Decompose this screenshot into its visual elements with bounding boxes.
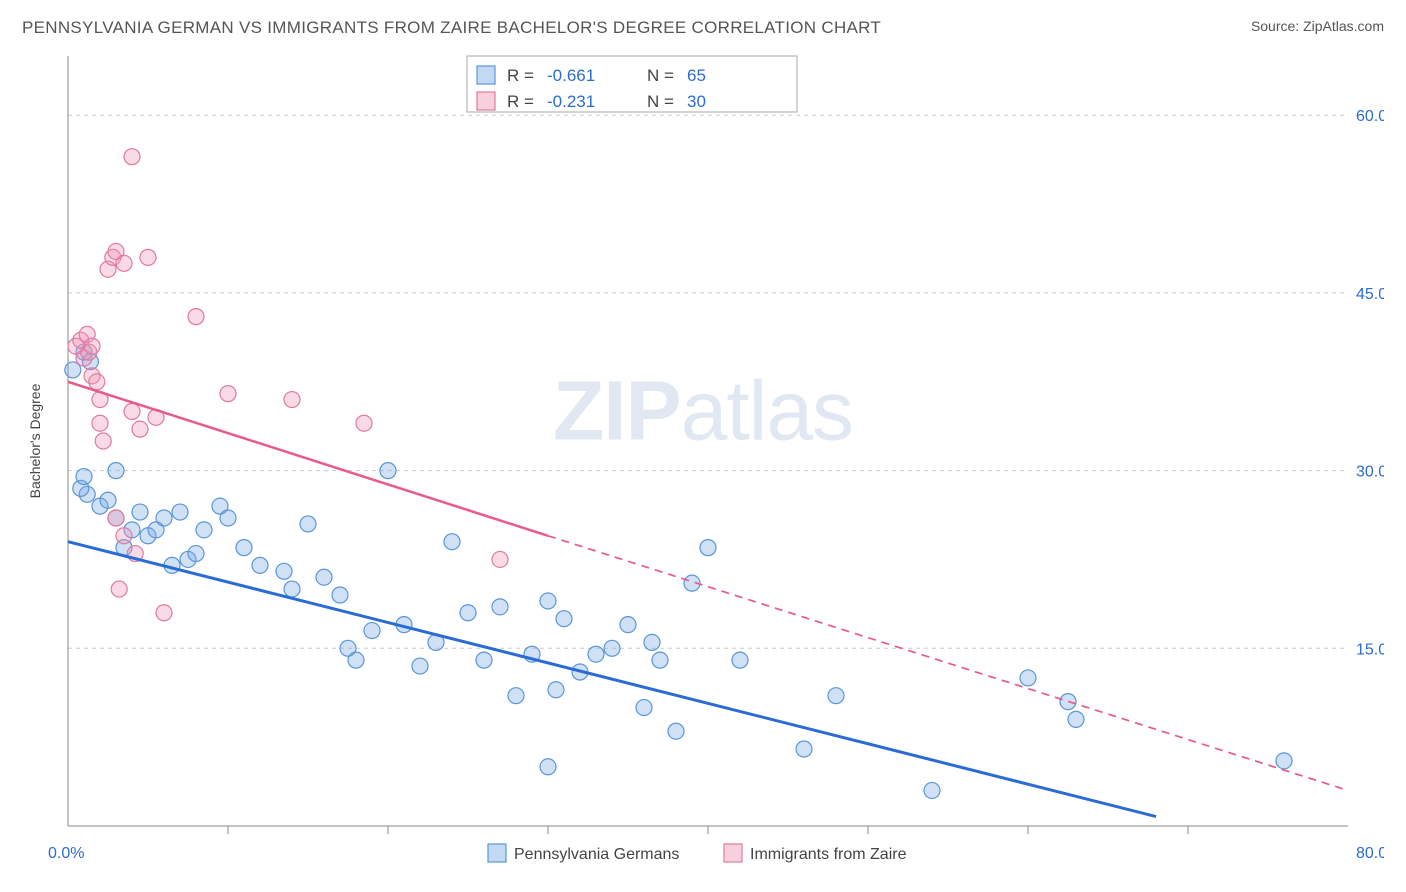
data-point	[356, 415, 372, 431]
data-point	[924, 782, 940, 798]
data-point	[652, 652, 668, 668]
chart-container: 15.0% 30.0% 45.0% 60.0% 0.0% 80.0% Bachelor's …	[22, 48, 1384, 872]
y-tick-label: 15.0%	[1356, 641, 1384, 658]
data-point	[588, 646, 604, 662]
data-point	[220, 386, 236, 402]
data-point	[1020, 670, 1036, 686]
legend-label: Immigrants from Zaire	[750, 846, 907, 863]
data-point	[111, 581, 127, 597]
legend-swatch	[477, 66, 495, 84]
n-label: N =	[647, 92, 674, 111]
data-point	[492, 599, 508, 615]
data-point	[236, 540, 252, 556]
data-point	[92, 415, 108, 431]
data-point	[124, 403, 140, 419]
y-tick-label: 45.0%	[1356, 286, 1384, 303]
data-point	[76, 469, 92, 485]
data-point	[276, 563, 292, 579]
data-point	[140, 249, 156, 265]
scatter-chart: 15.0% 30.0% 45.0% 60.0% 0.0% 80.0% Bachelor's …	[22, 48, 1384, 872]
data-point	[156, 510, 172, 526]
legend-swatch	[724, 844, 742, 862]
data-point	[548, 682, 564, 698]
data-point	[116, 255, 132, 271]
data-point	[188, 309, 204, 325]
data-point	[412, 658, 428, 674]
x-label-low: 0.0%	[48, 845, 84, 862]
y-axis-label: Bachelor's Degree	[27, 383, 43, 498]
chart-title: PENNSYLVANIA GERMAN VS IMMIGRANTS FROM Z…	[22, 18, 881, 38]
header: PENNSYLVANIA GERMAN VS IMMIGRANTS FROM Z…	[0, 0, 1406, 38]
data-point	[188, 546, 204, 562]
data-point	[700, 540, 716, 556]
data-point	[108, 463, 124, 479]
r-label: R =	[507, 66, 534, 85]
data-point	[1068, 711, 1084, 727]
y-tick-label: 30.0%	[1356, 464, 1384, 481]
data-point	[1060, 694, 1076, 710]
data-point	[132, 421, 148, 437]
data-point	[668, 723, 684, 739]
data-point	[284, 581, 300, 597]
data-point	[348, 652, 364, 668]
data-point	[644, 634, 660, 650]
data-point	[540, 593, 556, 609]
data-point	[196, 522, 212, 538]
data-point	[84, 338, 100, 354]
data-point	[100, 492, 116, 508]
source-credit: Source: ZipAtlas.com	[1251, 18, 1384, 34]
data-point	[132, 504, 148, 520]
data-point	[476, 652, 492, 668]
trendline	[68, 542, 1156, 817]
data-point	[556, 611, 572, 627]
data-point	[316, 569, 332, 585]
data-point	[108, 510, 124, 526]
data-point	[380, 463, 396, 479]
source-label: Source:	[1251, 18, 1303, 34]
data-point	[116, 528, 132, 544]
data-point	[604, 640, 620, 656]
data-point	[95, 433, 111, 449]
series-legend: Pennsylvania Germans Immigrants from Zair…	[488, 844, 907, 863]
legend-label: Pennsylvania Germans	[514, 846, 679, 863]
data-point	[460, 605, 476, 621]
source-link[interactable]: ZipAtlas.com	[1303, 18, 1384, 34]
data-point	[1276, 753, 1292, 769]
data-point	[284, 392, 300, 408]
data-point	[300, 516, 316, 532]
r-value: -0.231	[547, 92, 595, 111]
n-value: 30	[687, 92, 706, 111]
data-point	[796, 741, 812, 757]
legend-swatch	[477, 92, 495, 110]
data-point	[444, 534, 460, 550]
data-point	[828, 688, 844, 704]
data-point	[332, 587, 348, 603]
data-point	[732, 652, 748, 668]
data-point	[124, 149, 140, 165]
data-point	[620, 617, 636, 633]
data-point	[220, 510, 236, 526]
data-point	[540, 759, 556, 775]
r-label: R =	[507, 92, 534, 111]
x-label-high: 80.0%	[1356, 845, 1384, 862]
data-point	[89, 374, 105, 390]
legend-swatch	[488, 844, 506, 862]
data-point	[492, 551, 508, 567]
data-point	[252, 557, 268, 573]
data-point	[172, 504, 188, 520]
data-point	[364, 623, 380, 639]
y-tick-label: 60.0%	[1356, 108, 1384, 125]
r-value: -0.661	[547, 66, 595, 85]
data-point	[156, 605, 172, 621]
data-point	[636, 700, 652, 716]
n-value: 65	[687, 66, 706, 85]
data-point	[508, 688, 524, 704]
n-label: N =	[647, 66, 674, 85]
